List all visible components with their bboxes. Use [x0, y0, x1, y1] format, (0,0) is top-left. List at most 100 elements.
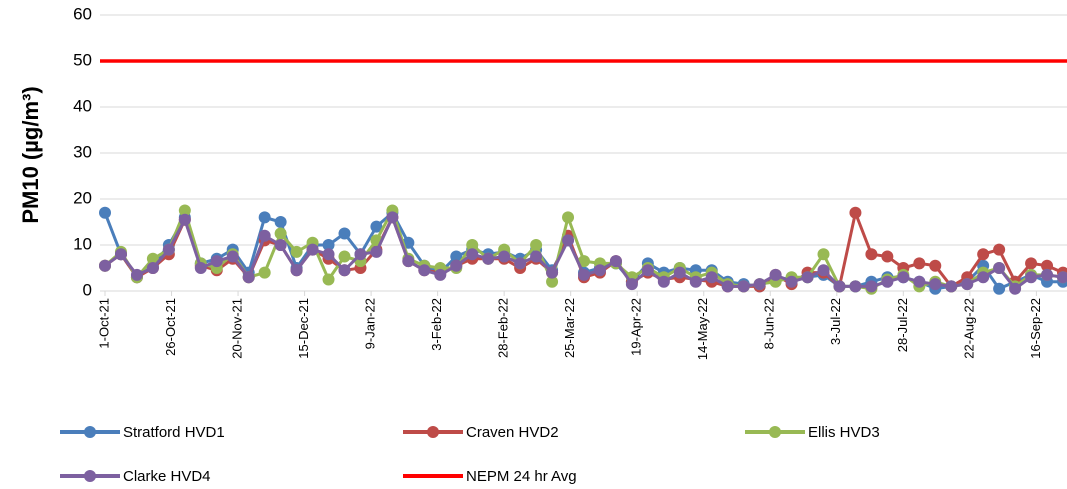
x-tick-label: 8-Jun-22: [762, 298, 777, 349]
point: [913, 275, 926, 288]
point: [370, 245, 383, 258]
point: [578, 268, 590, 281]
x-tick-label: 16-Sep-22: [1028, 298, 1043, 359]
legend-label: Craven HVD2: [466, 424, 559, 441]
legend-marker: [84, 426, 96, 438]
point: [338, 227, 351, 240]
point: [418, 264, 431, 277]
point: [817, 264, 830, 277]
point: [1057, 271, 1067, 284]
point: [99, 206, 111, 219]
point: [114, 248, 127, 261]
x-tick-label: 3-Feb-22: [429, 298, 444, 351]
point: [466, 239, 479, 251]
point: [562, 234, 575, 247]
y-tick-label: 10: [73, 234, 92, 253]
point: [99, 259, 111, 272]
point: [354, 248, 367, 261]
x-tick-label: 22-Aug-22: [961, 298, 976, 359]
point: [306, 243, 319, 256]
point: [482, 252, 495, 265]
legend-label: Ellis HVD3: [808, 424, 880, 441]
point: [338, 264, 351, 277]
point: [625, 278, 638, 291]
point: [274, 239, 287, 251]
point: [578, 255, 590, 268]
point: [1041, 268, 1054, 281]
point: [769, 268, 782, 281]
point: [849, 280, 862, 293]
point: [881, 250, 894, 263]
point: [609, 255, 622, 268]
x-tick-label: 3-Jul-22: [828, 298, 843, 345]
point: [546, 275, 559, 288]
point: [993, 262, 1006, 274]
point: [881, 275, 894, 288]
point: [210, 255, 223, 268]
x-tick-label: 26-Oct-21: [163, 298, 178, 356]
x-tick-label: 1-Oct-21: [96, 298, 111, 349]
point: [721, 280, 734, 293]
point: [530, 239, 543, 251]
point: [546, 266, 559, 279]
legend-marker: [84, 470, 96, 482]
point: [929, 259, 942, 272]
x-tick-label: 28-Feb-22: [496, 298, 511, 358]
y-tick-label: 20: [73, 188, 92, 207]
point: [514, 257, 527, 270]
point: [498, 250, 511, 263]
point: [258, 266, 271, 279]
point: [673, 266, 686, 279]
point: [833, 280, 846, 293]
point: [130, 268, 143, 281]
point: [322, 239, 335, 251]
x-tick-label: 19-Apr-22: [629, 298, 644, 356]
x-tick-label: 25-Mar-22: [562, 298, 577, 358]
y-tick-label: 50: [73, 50, 92, 69]
point: [274, 216, 287, 228]
point: [258, 229, 271, 242]
point: [641, 264, 654, 277]
legend-marker: [427, 426, 439, 438]
point: [689, 275, 702, 288]
point: [258, 211, 271, 224]
point: [961, 278, 974, 291]
point: [434, 268, 447, 281]
point: [993, 282, 1006, 295]
point: [242, 271, 255, 284]
y-tick-label: 60: [73, 4, 92, 23]
x-tick-label: 15-Dec-21: [296, 298, 311, 359]
point: [530, 250, 543, 263]
point: [322, 273, 335, 286]
point: [737, 280, 750, 293]
point: [450, 250, 463, 263]
point: [338, 250, 351, 263]
point: [753, 278, 766, 291]
point: [290, 264, 303, 277]
point: [817, 248, 830, 261]
point: [705, 271, 718, 284]
point: [466, 248, 479, 261]
point: [322, 248, 335, 261]
legend-label: Clarke HVD4: [123, 468, 211, 485]
point: [977, 248, 990, 261]
point: [1009, 282, 1022, 295]
point: [897, 271, 910, 284]
point: [865, 280, 878, 293]
point: [865, 248, 878, 261]
y-axis-title: PM10 (µg/m³): [18, 86, 43, 223]
point: [178, 213, 191, 226]
point: [993, 243, 1006, 256]
legend-marker: [769, 426, 781, 438]
point: [913, 257, 926, 270]
point: [945, 280, 958, 293]
y-tick-label: 30: [73, 142, 92, 161]
point: [849, 206, 862, 219]
point: [370, 220, 383, 233]
x-tick-label: 9-Jan-22: [363, 298, 378, 349]
legend-label: Stratford HVD1: [123, 424, 225, 441]
point: [274, 227, 287, 240]
point: [801, 271, 814, 284]
point: [929, 278, 942, 291]
